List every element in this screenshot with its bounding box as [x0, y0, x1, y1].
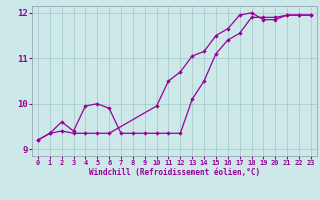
X-axis label: Windchill (Refroidissement éolien,°C): Windchill (Refroidissement éolien,°C): [89, 168, 260, 177]
